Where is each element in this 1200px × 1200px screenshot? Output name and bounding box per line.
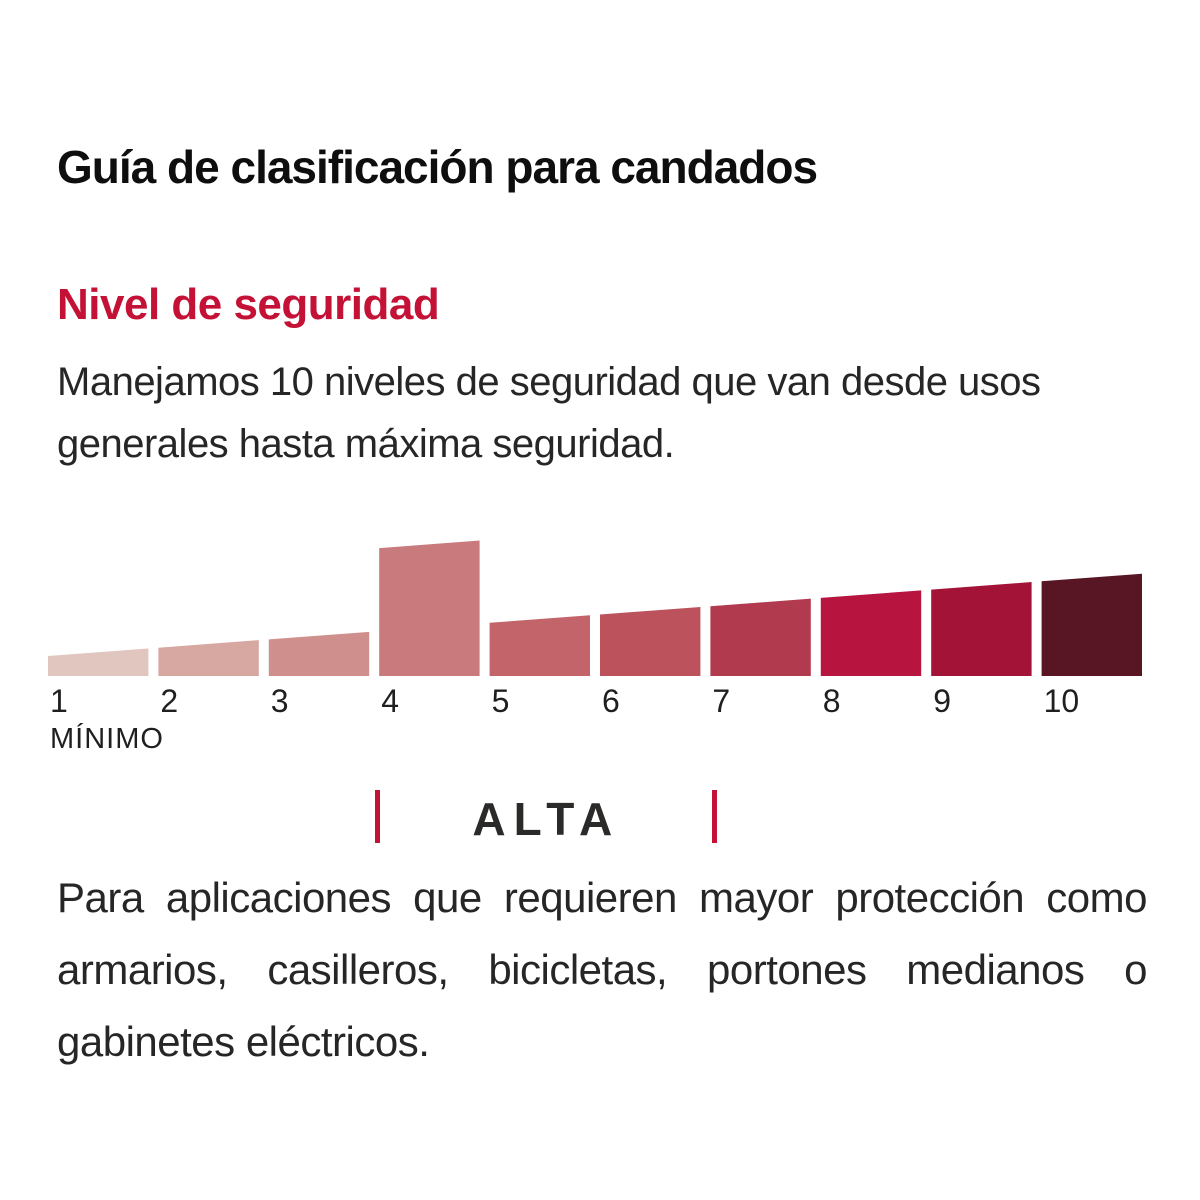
intro-line-1: Manejamos 10 niveles de seguridad que va… bbox=[57, 360, 1041, 404]
intro-paragraph: Manejamos 10 niveles de seguridad que va… bbox=[57, 351, 1117, 475]
minimum-label: MÍNIMO bbox=[50, 722, 164, 752]
description-paragraph: Para aplicaciones que requieren mayor pr… bbox=[57, 862, 1148, 1078]
security-level-chart: 1 2 3 4 5 6 7 8 9 10 MÍNIMO bbox=[48, 540, 1142, 752]
axis-label-7: 7 bbox=[712, 683, 730, 719]
axis-label-5: 5 bbox=[492, 683, 510, 719]
description-line-1: Para aplicaciones que requieren mayor pr… bbox=[57, 874, 1148, 921]
zone-label: ALTA bbox=[472, 793, 621, 845]
level-bar-10 bbox=[1041, 573, 1142, 676]
axis-label-8: 8 bbox=[823, 683, 841, 719]
axis-label-6: 6 bbox=[602, 683, 620, 719]
intro-line-2: generales hasta máxima seguridad. bbox=[57, 422, 675, 466]
description-line-3: gabinetes eléctricos. bbox=[57, 1018, 430, 1065]
axis-label-1: 1 bbox=[50, 683, 68, 719]
axis-label-3: 3 bbox=[271, 683, 289, 719]
level-bar-6 bbox=[600, 606, 701, 676]
level-bar-4 bbox=[379, 540, 480, 676]
level-bar-3 bbox=[268, 631, 370, 676]
level-bar-2 bbox=[158, 640, 259, 676]
axis-label-9: 9 bbox=[933, 683, 951, 719]
level-bar-1 bbox=[48, 648, 149, 676]
level-bar-5 bbox=[489, 615, 590, 676]
level-bar-8 bbox=[820, 590, 922, 676]
axis-label-2: 2 bbox=[160, 683, 178, 719]
zone-start-marker bbox=[375, 790, 381, 843]
axis-label-10: 10 bbox=[1044, 683, 1080, 719]
security-section-title: Nivel de seguridad bbox=[57, 280, 440, 329]
description-line-2: armarios, casilleros, bicicletas, porton… bbox=[57, 946, 1148, 993]
axis-label-4: 4 bbox=[381, 683, 399, 719]
level-bar-9 bbox=[931, 582, 1032, 676]
page-title: Guía de clasificación para candados bbox=[57, 141, 818, 193]
level-bar-7 bbox=[710, 598, 811, 676]
zone-end-marker bbox=[712, 790, 718, 843]
